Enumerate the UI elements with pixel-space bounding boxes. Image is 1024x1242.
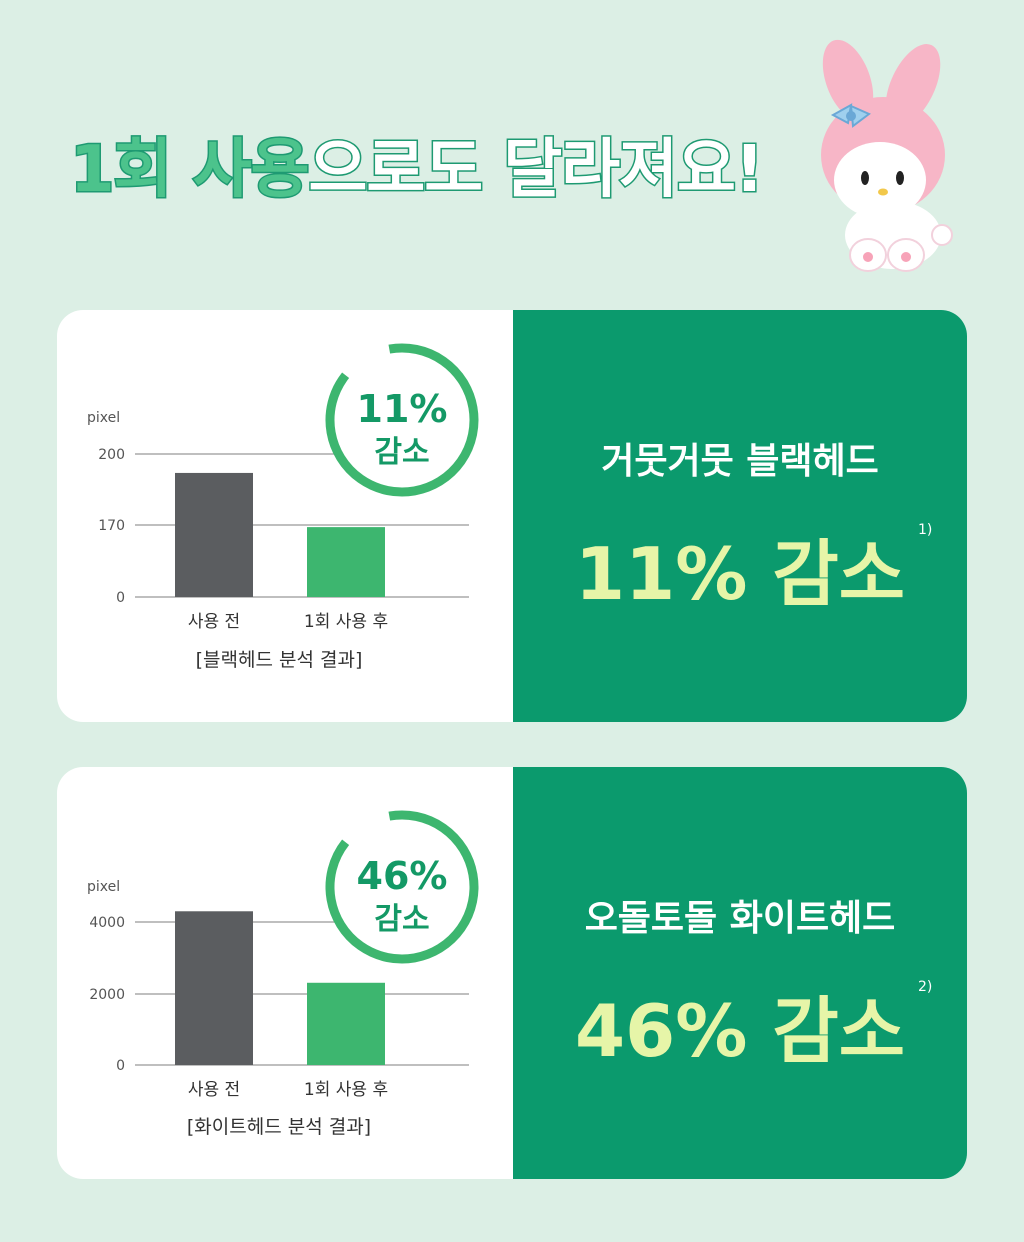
panel-result: 46% 감소: [575, 989, 905, 1073]
x-tick-label: 사용 전: [188, 1080, 240, 1100]
x-tick-label: 사용 전: [188, 612, 240, 632]
y-tick-label: 170: [98, 518, 125, 534]
bar-after: [307, 527, 385, 597]
bar-before: [175, 911, 253, 1065]
x-tick-label: 1회 사용 후: [304, 612, 388, 632]
y-axis-label: pixel: [87, 410, 120, 426]
blackhead-chart: pixel 200 170 0 사용 전 1회 사용 후 [블랙헤드 분석 결과…: [87, 343, 479, 671]
badge-word: 감소: [374, 902, 429, 937]
x-tick-label: 1회 사용 후: [304, 1080, 388, 1100]
y-tick-label: 0: [116, 1058, 125, 1074]
whitehead-result-panel: 오돌토돌 화이트헤드 46% 감소 2): [513, 767, 967, 1179]
y-tick-label: 2000: [89, 987, 125, 1003]
headline-part1: 1회 사용: [68, 132, 310, 209]
badge-word: 감소: [374, 435, 429, 470]
blackhead-card: pixel 200 170 0 사용 전 1회 사용 후 [블랙헤드 분석 결과…: [57, 310, 967, 722]
whitehead-card: pixel 4000 2000 0 사용 전 1회 사용 후 [화이트헤드 분석…: [57, 767, 967, 1179]
headline-part2: 으로도 달라져요!: [307, 132, 766, 209]
footnote-mark: 1): [918, 522, 933, 538]
y-axis-label: pixel: [87, 879, 120, 895]
bar-after: [307, 982, 385, 1065]
badge-percent: 11%: [357, 387, 448, 431]
page-headline: 1회 사용으로도 달라져요!: [68, 118, 766, 210]
panel-title: 거뭇거뭇 블랙헤드: [601, 441, 879, 482]
panel-result: 11% 감소: [575, 532, 905, 616]
chart-caption: [블랙헤드 분석 결과]: [196, 649, 363, 671]
y-tick-label: 0: [116, 590, 125, 606]
blackhead-result-panel: 거뭇거뭇 블랙헤드 11% 감소 1): [513, 310, 967, 722]
badge-ring: [325, 810, 479, 964]
y-tick-label: 4000: [89, 915, 125, 931]
y-tick-label: 200: [98, 447, 125, 463]
badge-ring: [325, 343, 479, 497]
bar-before: [175, 472, 253, 597]
whitehead-chart: pixel 4000 2000 0 사용 전 1회 사용 후 [화이트헤드 분석…: [87, 810, 479, 1138]
bunny-mascot-icon: [821, 39, 953, 272]
panel-title: 오돌토돌 화이트헤드: [584, 898, 896, 939]
chart-caption: [화이트헤드 분석 결과]: [187, 1116, 371, 1138]
badge-percent: 46%: [357, 854, 448, 898]
footnote-mark: 2): [918, 979, 933, 995]
